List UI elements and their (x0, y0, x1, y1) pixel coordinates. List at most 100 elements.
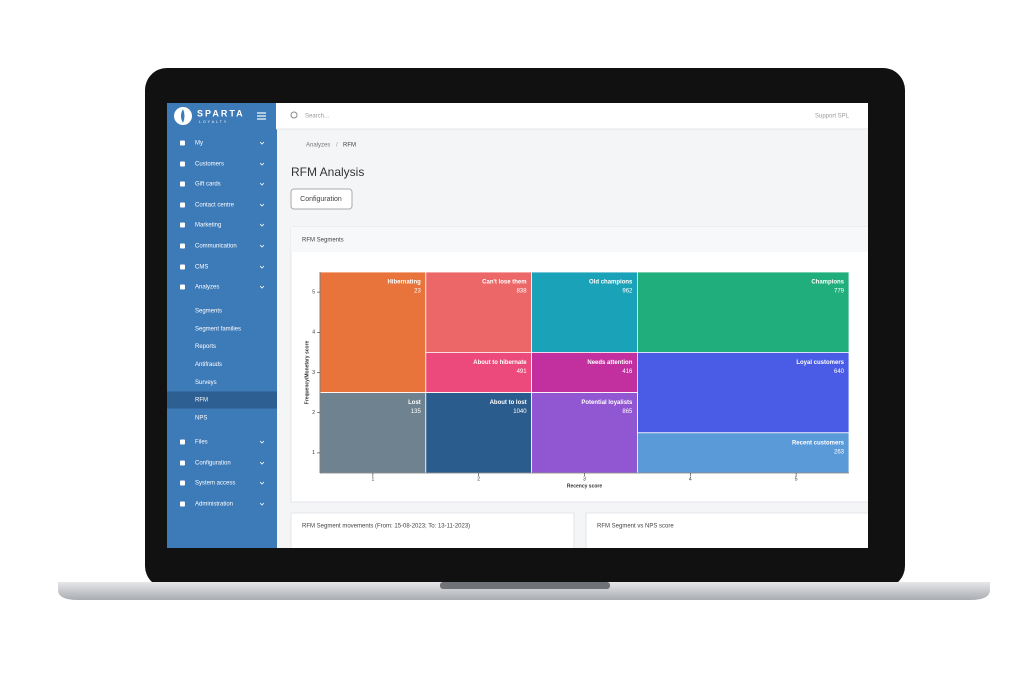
panel-title: RFM Segment vs NPS score (597, 524, 674, 530)
x-tick-label: 2 (477, 476, 480, 482)
nps-panel (585, 512, 868, 548)
submenu-item[interactable]: Segments (195, 309, 222, 315)
y-tick-label: 5 (312, 289, 315, 295)
sidebar (167, 103, 277, 548)
movements-panel (290, 512, 575, 548)
segment-name: Potential loyalists (581, 400, 633, 406)
topbar (276, 103, 868, 129)
y-axis-label: Frequency/Monetary score (304, 340, 310, 404)
menu-icon (180, 222, 185, 228)
segment-name: Can't lose them (482, 280, 526, 286)
segment-value: 135 (411, 409, 422, 415)
x-tick-label: 3 (583, 476, 586, 482)
menu-item[interactable]: Administration (195, 502, 233, 508)
segment-name: About to lost (490, 400, 527, 406)
chevron (259, 481, 265, 485)
menu-item[interactable]: Files (195, 440, 208, 446)
submenu-item[interactable]: NPS (195, 415, 207, 421)
menu-item[interactable]: Analyzes (195, 285, 219, 291)
menu-item[interactable]: Customers (195, 162, 224, 168)
segment-value: 962 (622, 289, 633, 295)
search[interactable]: Search... (305, 114, 329, 120)
menu-icon (180, 243, 185, 249)
segment[interactable] (637, 351, 850, 434)
menu-icon (180, 460, 185, 466)
menu-item[interactable]: CMS (195, 265, 208, 271)
user-menu[interactable]: Support SPL (815, 114, 850, 120)
notch (440, 582, 610, 589)
menu-icon (180, 140, 185, 146)
menu-item[interactable]: Configuration (195, 461, 231, 467)
chevron (259, 265, 265, 269)
submenu-item[interactable]: Reports (195, 344, 216, 350)
panel-title: RFM Segment movements (From: 15-08-2023;… (302, 524, 470, 530)
segment-value: 640 (834, 369, 845, 375)
chevron (259, 223, 265, 227)
segment-value: 263 (834, 449, 845, 455)
menu-icon (180, 181, 185, 187)
segment-value: 838 (517, 289, 528, 295)
segment-name: Needs attention (587, 360, 632, 366)
menu-item[interactable]: Communication (195, 244, 237, 250)
segment-name: Champions (811, 280, 844, 286)
segment[interactable] (425, 392, 532, 474)
logo-mark (181, 109, 185, 123)
segment-name: Recent customers (792, 440, 845, 446)
segment[interactable] (425, 351, 532, 393)
screen: SPARTA LOYALTY My Customers Gift cards Contac… (167, 103, 868, 548)
submenu-item[interactable]: Antifrauds (195, 362, 222, 368)
menu-toggle[interactable] (257, 112, 266, 120)
chevron (259, 203, 265, 207)
menu-icon (180, 439, 185, 445)
segment[interactable] (637, 271, 850, 353)
segment-name: Loyal customers (796, 360, 844, 366)
chevron (259, 440, 265, 444)
chevron (259, 461, 265, 465)
segment[interactable] (531, 392, 638, 474)
segment[interactable] (531, 351, 638, 393)
segment-name: Old champions (589, 280, 633, 286)
chevron (259, 244, 265, 248)
chevron (259, 502, 265, 506)
segment[interactable] (637, 432, 850, 474)
y-tick-label: 3 (312, 370, 315, 376)
segment[interactable] (531, 271, 638, 353)
menu-item[interactable]: Gift cards (195, 182, 221, 188)
segment-name: Lost (408, 400, 421, 406)
segment-value: 416 (622, 369, 633, 375)
menu-icon (180, 202, 185, 208)
menu-icon (180, 264, 185, 270)
logo-sub: LOYALTY (199, 120, 228, 124)
configuration-button[interactable] (290, 188, 353, 210)
chevron (259, 182, 265, 186)
menu-icon (180, 501, 185, 507)
menu-item[interactable]: Marketing (195, 223, 221, 229)
menu-icon (180, 161, 185, 167)
segment[interactable] (425, 271, 532, 353)
chevron (259, 141, 265, 145)
y-tick-label: 2 (312, 410, 315, 416)
x-axis-label: Recency score (567, 483, 603, 489)
menu-item[interactable]: My (195, 141, 203, 147)
breadcrumb[interactable]: Analyzes (306, 143, 330, 149)
segment-value: 491 (517, 369, 528, 375)
submenu-item[interactable]: Surveys (195, 380, 217, 386)
page-title: RFM Analysis (291, 165, 364, 179)
search-icon (290, 111, 298, 119)
button-label: Configuration (300, 196, 342, 203)
chevron (259, 285, 265, 289)
segment-name: About to hibernate (473, 360, 527, 366)
submenu-item[interactable]: Segment families (195, 326, 241, 332)
breadcrumb: RFM (343, 143, 356, 149)
menu-item[interactable]: System access (195, 481, 235, 487)
laptop-base (58, 582, 990, 600)
segment-value: 865 (622, 409, 633, 415)
menu-icon (180, 480, 185, 486)
y-tick-label: 4 (312, 330, 315, 336)
segment[interactable] (319, 271, 427, 393)
logo-text: SPARTA (197, 108, 245, 118)
submenu-item[interactable]: RFM (195, 398, 208, 404)
menu-item[interactable]: Contact centre (195, 203, 235, 209)
